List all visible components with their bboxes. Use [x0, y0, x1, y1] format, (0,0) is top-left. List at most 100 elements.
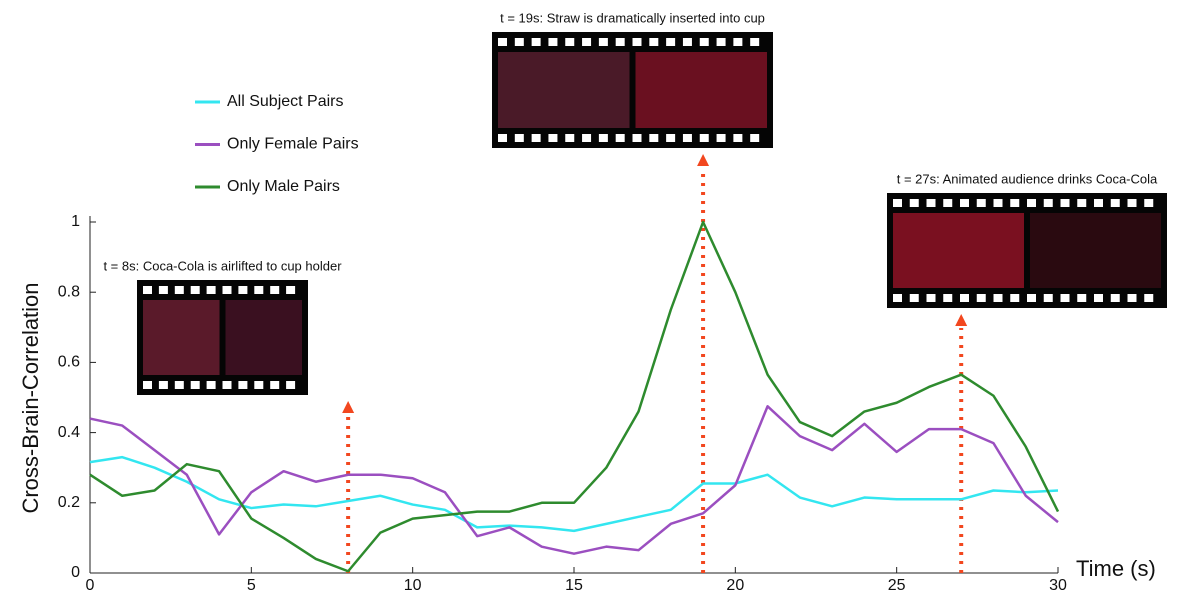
sprocket [1010, 199, 1019, 207]
sprocket [977, 199, 986, 207]
sprocket [1094, 294, 1103, 302]
sprocket [960, 294, 969, 302]
annotation-text: t = 19s: Straw is dramatically inserted … [500, 10, 765, 25]
sprocket [1061, 294, 1070, 302]
sprocket [498, 134, 507, 142]
annotation-arrow [955, 314, 967, 326]
sprocket [910, 199, 919, 207]
sprocket [532, 134, 541, 142]
sprocket [498, 38, 507, 46]
sprocket [666, 38, 675, 46]
x-tick-label: 10 [404, 577, 422, 594]
sprocket [207, 381, 216, 389]
sprocket [683, 134, 692, 142]
sprocket [599, 134, 608, 142]
sprocket [666, 134, 675, 142]
sprocket [994, 199, 1003, 207]
sprocket [286, 381, 295, 389]
sprocket [893, 294, 902, 302]
sprocket [191, 381, 200, 389]
sprocket [254, 381, 263, 389]
sprocket [599, 38, 608, 46]
sprocket [733, 38, 742, 46]
x-tick-label: 30 [1049, 577, 1067, 594]
sprocket [207, 286, 216, 294]
sprocket [532, 38, 541, 46]
x-tick-label: 25 [888, 577, 906, 594]
sprocket [582, 38, 591, 46]
sprocket [191, 286, 200, 294]
sprocket [1044, 199, 1053, 207]
sprocket [223, 286, 232, 294]
sprocket [238, 286, 247, 294]
annotation-text: t = 27s: Animated audience drinks Coca-C… [897, 171, 1158, 186]
y-tick-label: 0 [71, 564, 80, 581]
sprocket [893, 199, 902, 207]
sprocket [238, 381, 247, 389]
sprocket [633, 134, 642, 142]
sprocket [977, 294, 986, 302]
annotation-arrow [342, 401, 354, 413]
sprocket [1094, 199, 1103, 207]
y-tick-label: 0.6 [58, 354, 80, 371]
legend-label: Only Female Pairs [227, 136, 359, 153]
sprocket [175, 381, 184, 389]
annotation-arrow [697, 154, 709, 166]
chart: Cross-Brain-Correlation Time (s) 00.20.4… [0, 0, 1181, 595]
x-tick-label: 20 [726, 577, 744, 594]
sprocket [223, 381, 232, 389]
sprocket [633, 38, 642, 46]
sprocket [750, 134, 759, 142]
sprocket [286, 286, 295, 294]
sprocket [548, 134, 557, 142]
sprocket [1144, 199, 1153, 207]
sprocket [1061, 199, 1070, 207]
film-frame [498, 52, 630, 128]
sprocket [616, 38, 625, 46]
sprocket [548, 38, 557, 46]
sprocket [270, 381, 279, 389]
sprocket [649, 38, 658, 46]
sprocket [717, 38, 726, 46]
sprocket [910, 294, 919, 302]
y-tick-label: 0.4 [58, 424, 80, 441]
film-frame [893, 213, 1024, 288]
y-tick-label: 0.8 [58, 283, 80, 300]
sprocket [649, 134, 658, 142]
sprocket [1111, 199, 1120, 207]
x-axis-label: Time (s) [1076, 556, 1156, 581]
sprocket [565, 134, 574, 142]
x-tick-label: 0 [86, 577, 95, 594]
sprocket [700, 38, 709, 46]
sprocket [270, 286, 279, 294]
sprocket [1111, 294, 1120, 302]
sprocket [750, 38, 759, 46]
sprocket [175, 286, 184, 294]
sprocket [700, 134, 709, 142]
legend-label: All Subject Pairs [227, 93, 344, 110]
y-tick-label: 1 [71, 213, 80, 230]
sprocket [159, 286, 168, 294]
sprocket [943, 294, 952, 302]
sprocket [143, 381, 152, 389]
sprocket [1027, 294, 1036, 302]
sprocket [683, 38, 692, 46]
legend-label: Only Male Pairs [227, 178, 340, 195]
film-frame [1030, 213, 1161, 288]
x-tick-label: 15 [565, 577, 583, 594]
sprocket [943, 199, 952, 207]
sprocket [1128, 294, 1137, 302]
y-tick-label: 0.2 [58, 494, 80, 511]
x-tick-label: 5 [247, 577, 256, 594]
sprocket [1027, 199, 1036, 207]
sprocket [733, 134, 742, 142]
film-frame [143, 300, 220, 375]
film-frame [226, 300, 303, 375]
sprocket [515, 134, 524, 142]
sprocket [1077, 199, 1086, 207]
annotation-text: t = 8s: Coca-Cola is airlifted to cup ho… [103, 258, 342, 273]
sprocket [582, 134, 591, 142]
sprocket [1144, 294, 1153, 302]
sprocket [565, 38, 574, 46]
sprocket [1044, 294, 1053, 302]
